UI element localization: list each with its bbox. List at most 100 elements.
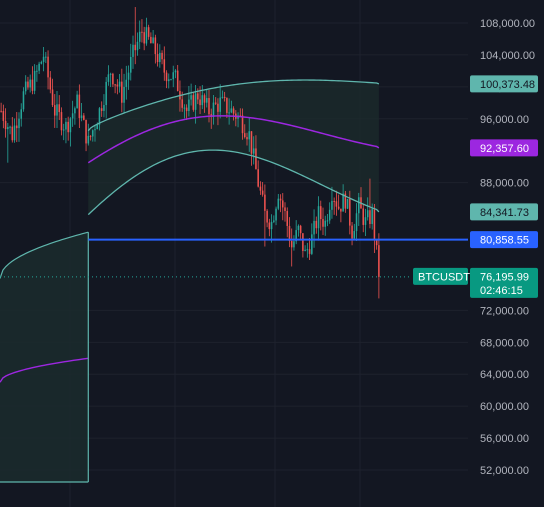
candle-body <box>342 193 344 212</box>
candle-body <box>208 98 210 115</box>
y-tick-label: 64,000.00 <box>480 369 529 381</box>
candle-body <box>159 52 161 63</box>
candle-body <box>226 97 228 113</box>
candle-body <box>121 81 123 103</box>
y-tick-label: 68,000.00 <box>480 337 529 349</box>
candle-body <box>219 97 221 112</box>
candle-body <box>295 230 297 242</box>
candle-body <box>103 105 105 111</box>
y-tick-label: 108,000.00 <box>480 18 535 30</box>
candle-body <box>170 79 172 81</box>
candle-body <box>45 56 47 58</box>
countdown-label: 02:46:15 <box>480 285 523 297</box>
candle-body <box>250 131 253 154</box>
candle-body <box>18 118 20 129</box>
candle-body <box>143 32 145 44</box>
candle-body <box>288 225 291 241</box>
old-channel-mid <box>0 357 89 383</box>
candle-body <box>4 120 7 130</box>
candle-body <box>197 93 199 100</box>
candle-body <box>163 59 166 73</box>
candle-body <box>161 52 163 60</box>
old-channel-fill <box>0 231 89 483</box>
new-channel-fill <box>88 80 379 215</box>
candle-body <box>257 169 259 187</box>
candle-body <box>311 234 313 254</box>
price-tag <box>470 231 538 249</box>
price-tag-value: 84,341.73 <box>480 207 529 219</box>
candle-body <box>286 211 289 226</box>
candle-body <box>154 37 157 55</box>
candle-body <box>15 125 18 129</box>
candle-body <box>357 197 360 214</box>
levels <box>0 238 468 278</box>
candle-body <box>378 245 380 277</box>
candle-body <box>369 210 371 224</box>
candle-body <box>114 84 116 86</box>
y-tick-label: 72,000.00 <box>480 305 529 317</box>
candle-body <box>138 31 141 42</box>
candle-body <box>248 131 251 140</box>
symbol-label: BTCUSDT <box>418 271 470 283</box>
candle-body <box>71 113 74 119</box>
symbol-tag <box>413 267 468 285</box>
price-tag-value: 100,373.48 <box>480 79 535 91</box>
price-tag <box>470 139 538 157</box>
candle-body <box>333 200 335 202</box>
candle-body <box>228 112 230 114</box>
y-tick-label: 104,000.00 <box>480 50 535 62</box>
candle-body <box>328 209 331 221</box>
candle-body <box>284 207 286 212</box>
candle-body <box>74 108 76 114</box>
candle-body <box>89 135 92 137</box>
candle-body <box>174 70 177 73</box>
candle-body <box>344 193 347 209</box>
candle-body <box>308 249 311 254</box>
candle-body <box>264 194 266 211</box>
candle-body <box>201 95 204 106</box>
candle-body <box>203 95 206 103</box>
candle-body <box>239 115 242 117</box>
candle-body <box>299 225 302 234</box>
candle-body <box>145 27 148 44</box>
candle-body <box>58 104 61 113</box>
candle-body <box>362 208 365 225</box>
candle-body <box>83 115 85 120</box>
candle-body <box>243 133 246 138</box>
candle-body <box>107 74 110 82</box>
candle-body <box>194 93 197 110</box>
candle-body <box>132 44 134 57</box>
candle-body <box>47 56 49 78</box>
candle-body <box>9 126 11 128</box>
candle-body <box>0 110 2 112</box>
candle-body <box>40 61 43 64</box>
candle-body <box>346 198 349 209</box>
candle-body <box>53 105 56 116</box>
candle-body <box>123 86 125 103</box>
candle-body <box>62 129 65 131</box>
candle-body <box>76 94 78 109</box>
candle-body <box>268 222 271 230</box>
candle-body <box>69 118 72 133</box>
old-channel-upper <box>0 231 89 279</box>
candle-body <box>313 220 315 235</box>
candle-body <box>42 56 45 62</box>
candle-body <box>275 208 277 221</box>
candle-body <box>355 213 358 232</box>
candle-body <box>297 225 300 231</box>
candle-body <box>116 84 119 87</box>
candle-body <box>373 208 376 240</box>
candle-body <box>33 70 36 91</box>
candle-body <box>36 70 38 72</box>
candle-body <box>49 77 52 90</box>
candle-body <box>141 31 143 33</box>
candle-body <box>212 102 215 118</box>
candle-body <box>255 148 257 170</box>
candle-body <box>266 210 268 223</box>
price-tag-value: 76,195.99 <box>480 271 529 283</box>
candle-body <box>302 233 304 252</box>
candle-body <box>277 198 280 209</box>
candle-body <box>351 225 353 239</box>
price-tag <box>470 203 538 221</box>
